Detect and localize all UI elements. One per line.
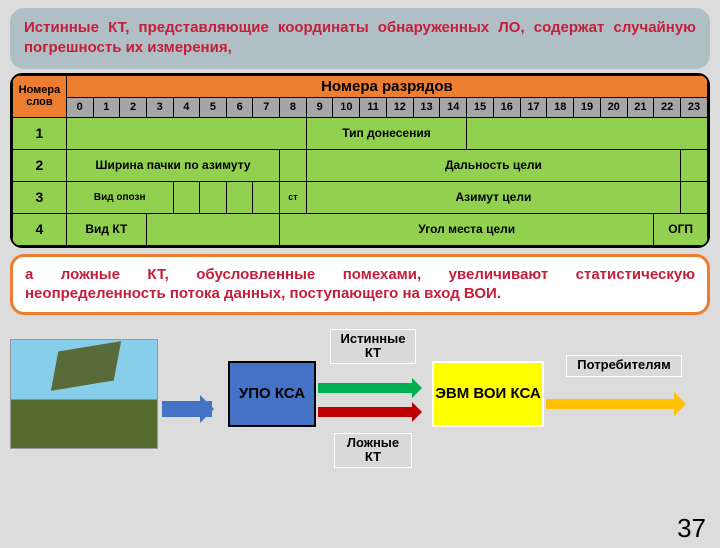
field-cell: Вид опозн (66, 181, 173, 213)
page-number: 37 (677, 513, 706, 544)
bit-number: 1 (93, 97, 120, 117)
field-cell: Тип донесения (306, 117, 466, 149)
mid-callout: а ложные КТ, обусловленные помехами, уве… (10, 254, 710, 315)
field-cell: Азимут цели (306, 181, 680, 213)
bit-number: 22 (654, 97, 681, 117)
empty-cell (173, 181, 200, 213)
word-number: 4 (13, 213, 67, 245)
field-cell: Дальность цели (306, 149, 680, 181)
bit-number: 4 (173, 97, 200, 117)
bit-number: 6 (226, 97, 253, 117)
empty-cell (681, 149, 708, 181)
bit-number: 18 (547, 97, 574, 117)
consumers-label: Потребителям (566, 355, 682, 377)
arrow-false-kt (318, 407, 414, 417)
bit-number: 10 (333, 97, 360, 117)
empty-cell (200, 181, 227, 213)
field-cell: Вид КТ (66, 213, 146, 245)
bit-number: 0 (66, 97, 93, 117)
bit-number: 21 (627, 97, 654, 117)
bit-number: 23 (681, 97, 708, 117)
true-kt-label: Истинные КТ (330, 329, 416, 365)
radar-image (10, 339, 158, 449)
bit-number: 7 (253, 97, 280, 117)
bit-number: 11 (360, 97, 387, 117)
col-header-label: Номера разрядов (66, 75, 707, 97)
bit-number: 19 (574, 97, 601, 117)
field-cell: Ширина пачки по азимуту (66, 149, 279, 181)
bit-layout-table: Номера словНомера разрядов01234567891011… (10, 73, 710, 248)
row-header-label: Номера слов (13, 75, 67, 117)
arrow-true-kt (318, 383, 414, 393)
arrow-radar-to-upo (162, 401, 212, 417)
empty-cell (146, 213, 279, 245)
bit-number: 2 (120, 97, 147, 117)
evm-box: ЭВМ ВОИ КСА (432, 361, 544, 427)
bit-number: 16 (493, 97, 520, 117)
bit-number: 8 (280, 97, 307, 117)
empty-cell (226, 181, 253, 213)
bit-number: 13 (413, 97, 440, 117)
word-number: 1 (13, 117, 67, 149)
empty-cell (280, 149, 307, 181)
false-kt-label: Ложные КТ (334, 433, 412, 469)
field-cell: Угол места цели (280, 213, 654, 245)
bit-number: 9 (306, 97, 333, 117)
bit-number: 5 (200, 97, 227, 117)
bit-number: 3 (146, 97, 173, 117)
bit-number: 12 (386, 97, 413, 117)
arrow-to-consumers (546, 399, 676, 409)
upo-box: УПО КСА (228, 361, 316, 427)
empty-cell (681, 181, 708, 213)
empty-cell (66, 117, 306, 149)
word-number: 2 (13, 149, 67, 181)
flow-diagram: УПО КСА Истинные КТ Ложные КТ ЭВМ ВОИ КС… (10, 321, 710, 475)
word-number: 3 (13, 181, 67, 213)
bit-number: 14 (440, 97, 467, 117)
field-cell: ОГП (654, 213, 708, 245)
bit-number: 15 (467, 97, 494, 117)
empty-cell (253, 181, 280, 213)
bit-number: 20 (600, 97, 627, 117)
top-callout: Истинные КТ, представляющие координаты о… (10, 8, 710, 69)
field-cell: ст (280, 181, 307, 213)
empty-cell (467, 117, 708, 149)
bit-number: 17 (520, 97, 547, 117)
